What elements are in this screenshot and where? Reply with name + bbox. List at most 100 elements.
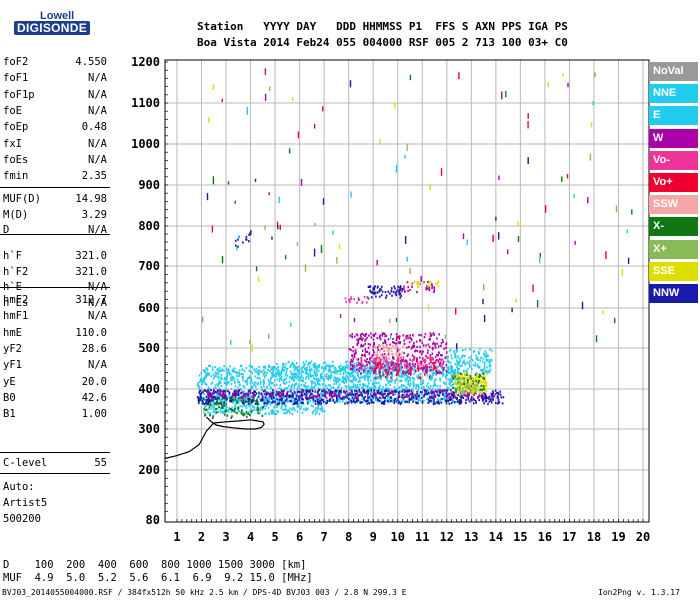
scatter-point-nne [446,374,449,377]
scatter-point-nne [301,369,304,373]
noise-point [615,205,618,213]
scatter-point-nne [389,379,392,382]
noise-point [246,106,248,115]
scatter-point-sse [472,377,475,380]
scatter-point-nne [243,369,246,372]
scatter-point-nne [373,383,375,386]
scatter-point-w [335,393,337,396]
scatter-point-nne [342,375,344,378]
scatter-point-vo [360,367,363,370]
scatter-point-nne [256,407,258,410]
scatter-point-nne [357,380,360,383]
scatter-point-vo [396,369,398,372]
scatter-point-nne [419,399,422,402]
scatter-point-nne [372,381,374,384]
scatter-point-nnw [227,389,229,393]
scatter-point-nne [443,390,445,393]
scatter-point-nne [464,363,466,366]
scatter-point-vo [420,363,422,366]
scatter-point-nnw [348,401,350,404]
scatter-point-nne [444,375,447,378]
param-clevel: C-level 55 [3,457,107,469]
scatter-point-nne [297,405,299,408]
scatter-point-nne [259,377,261,380]
scatter-point-w [375,396,377,399]
scatter-point-vo [431,358,433,361]
scatter-point-w [384,335,386,338]
scatter-point-x [221,398,224,401]
scatter-point-w [206,390,209,393]
scatter-point-w [434,342,436,346]
scatter-point-nne [349,387,351,390]
scatter-point-sse [428,281,431,284]
profile-curve [164,416,265,460]
scatter-point-nnw [499,393,502,396]
scatter-point-nne [320,373,322,376]
scatter-point-nnw [221,390,223,393]
scatter-point-nne [303,408,305,411]
scatter-point-w [405,334,408,337]
scatter-point-vo [376,367,378,370]
scatter-point-nne [406,361,409,364]
scatter-point-nne [296,366,298,369]
scatter-point-nne [456,369,459,372]
scatter-point-nne [459,395,461,398]
scatter-point-nnw [483,402,485,405]
scatter-point-nnw [351,392,354,396]
scatter-point-x [243,413,246,416]
scatter-point-nne [362,375,364,378]
param-yf1: yF1 N/A [3,359,107,371]
scatter-point-nne [225,400,227,403]
scatter-point-w [415,358,418,361]
scatter-point-x [211,416,214,419]
scatter-point-nnw [318,402,321,405]
scatter-point-nnw [433,400,435,403]
scatter-point-vo [413,358,415,361]
scatter-point-nnw [497,391,499,394]
scatter-point-nnw [198,391,200,394]
scatter-point-x [201,402,204,405]
scatter-point-nne [476,363,479,366]
scatter-point-x [473,388,476,391]
scatter-point-vo [396,371,398,374]
scatter-point-nne [338,397,340,401]
scatter-point-w [244,393,246,396]
scatter-point-nnw [383,400,386,403]
scatter-point-nnw [203,403,206,406]
scatter-point-vo [360,357,363,361]
scatter-point-vo [419,376,422,379]
noise-point [614,317,616,324]
scatter-point-nne [375,370,378,373]
scatter-point-w [364,334,366,337]
scatter-point-nnw [370,389,373,392]
scatter-point-nnw [421,391,423,394]
scatter-point-nne [251,366,254,369]
scatter-point-x [238,397,240,400]
scatter-point-nne [243,411,245,414]
scatter-point-ssw [375,346,377,349]
scatter-point-nnw [383,402,385,405]
scatter-point-nnw [431,396,434,399]
noise-point [458,72,460,80]
scatter-point-nne [304,381,307,385]
scatter-point-nnw [371,395,374,398]
scatter-point-nne [451,366,453,369]
scatter-point-nne [397,400,400,403]
scatter-point-x [209,401,212,404]
noise-point [605,251,607,259]
scatter-point-vo [400,360,403,363]
scatter-point-nnw [382,401,384,404]
scatter-point-nne [390,380,393,383]
scatter-point-nne [209,364,211,368]
scatter-point-w [393,357,395,360]
noise-point [404,154,406,159]
noise-point [631,209,633,215]
scatter-point-nnw [397,399,399,402]
scatter-point-w [401,359,404,362]
scatter-point-ssw [379,344,381,348]
scatter-point-nne [226,375,228,378]
scatter-point-nne [416,384,419,388]
scatter-point-x [452,386,454,389]
scatter-point-x [478,375,480,378]
scatter-point-nnw [207,402,210,406]
